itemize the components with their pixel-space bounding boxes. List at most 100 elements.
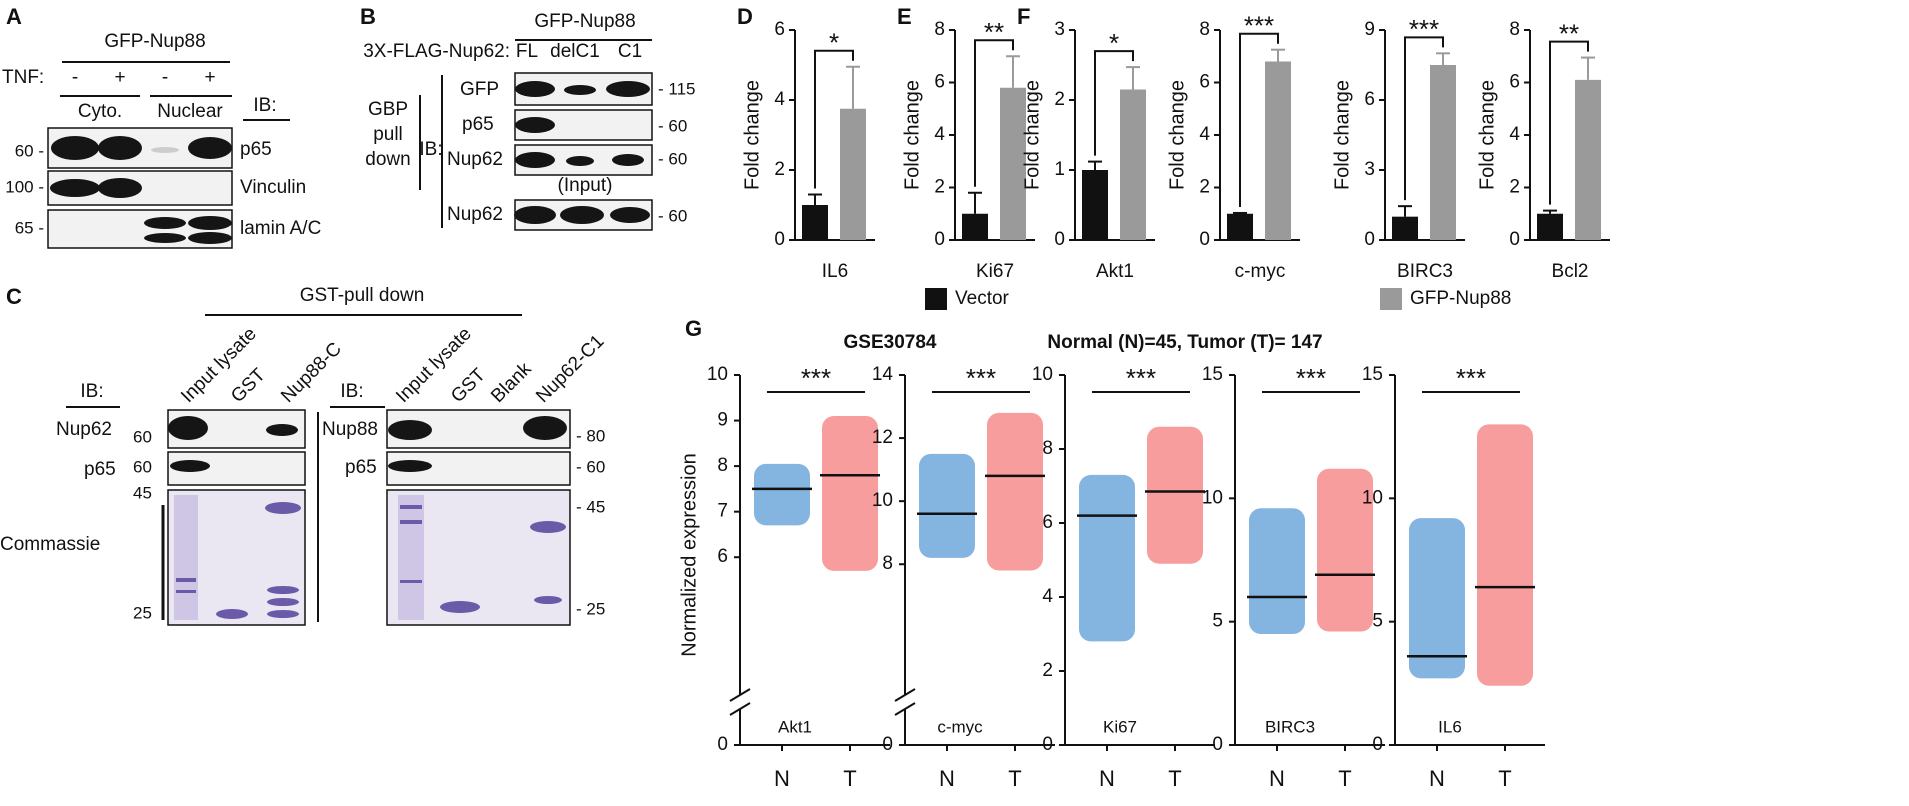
dot-spread [987, 412, 1043, 571]
y-tick-label: 0 [1509, 229, 1520, 250]
panel-a: A GFP-Nup88 TNF: - + - + Cyto. Nuclear I… [2, 4, 321, 249]
y-tick-label: 9 [717, 410, 728, 431]
band [170, 460, 210, 472]
significance-bracket [1239, 32, 1279, 207]
y-axis-label: Fold change [901, 80, 923, 190]
band [530, 521, 566, 533]
y-tick-label: 10 [1032, 364, 1053, 385]
bar [1430, 65, 1456, 240]
gel-lane [398, 495, 424, 620]
y-tick-label: 10 [1202, 487, 1223, 508]
band [267, 586, 299, 594]
ib-label: IB: [340, 381, 363, 402]
subtitle: Normal (N)=45, Tumor (T)= 147 [1047, 332, 1322, 353]
band [267, 610, 299, 618]
significance-bracket [814, 49, 854, 189]
sign: - [162, 67, 168, 88]
y-tick-label: 0 [1054, 229, 1065, 250]
bar [1575, 79, 1601, 240]
band [400, 520, 422, 524]
panel-letter: D [737, 4, 753, 29]
marker: - 80 [576, 426, 605, 445]
band [514, 206, 556, 224]
significance: *** [966, 363, 996, 393]
y-tick-label: 8 [1509, 19, 1520, 40]
band [168, 416, 208, 440]
marker: 25 [133, 603, 152, 622]
panel-letter: F [1017, 4, 1030, 29]
y-tick-label: 0 [717, 734, 728, 755]
y-axis-label: Fold change [1331, 80, 1353, 190]
ib-label: IB: [253, 95, 276, 116]
dot-spread [1079, 474, 1135, 642]
flag-label: 3X-FLAG-Nup62: [363, 41, 510, 62]
lane: GST [447, 364, 490, 407]
marker: - 60 [658, 116, 687, 135]
significance: *** [1296, 363, 1326, 393]
y-tick-label: 7 [717, 501, 728, 522]
x-tick-label: Bcl2 [1552, 261, 1589, 282]
band [440, 601, 480, 613]
band [515, 81, 555, 97]
panel-letter: C [6, 284, 22, 309]
significance-bracket [1094, 50, 1134, 156]
dot-spread [754, 463, 810, 526]
marker: - 60 [576, 457, 605, 476]
band [534, 596, 562, 604]
y-tick-label: 0 [882, 734, 893, 755]
y-tick-label: 6 [1199, 72, 1210, 93]
y-tick-label: 6 [1364, 89, 1375, 110]
dot-spread [1477, 424, 1533, 686]
panel-letter: E [897, 4, 912, 29]
x-tick-label: c-myc [1235, 261, 1286, 282]
band [265, 502, 301, 514]
y-tick-label: 3 [1054, 19, 1065, 40]
sign: + [114, 67, 125, 88]
gene-label: BIRC3 [1265, 717, 1315, 736]
band [566, 156, 594, 166]
antibody: Commassie [0, 534, 100, 555]
marker: 60 [133, 427, 152, 446]
x-tick-label: N [774, 766, 790, 791]
fraction: Cyto. [78, 101, 122, 122]
marker: - 115 [658, 79, 696, 98]
y-tick-label: 0 [934, 229, 945, 250]
construct: GFP-Nup88 [104, 31, 205, 52]
y-tick-label: 0 [1199, 229, 1210, 250]
antibody: Vinculin [240, 177, 306, 198]
significance: ** [984, 17, 1004, 47]
significance: * [829, 28, 839, 58]
pulldown-title: GST-pull down [300, 285, 425, 306]
marker: 100 - [5, 177, 44, 196]
significance: *** [801, 363, 831, 393]
bar [1265, 61, 1291, 240]
x-tick-label: N [1429, 766, 1445, 791]
y-tick-label: 4 [1199, 124, 1210, 145]
lane: Nup88-C [277, 338, 346, 407]
band [216, 609, 248, 619]
y-tick-label: 10 [872, 490, 893, 511]
y-tick-label: 5 [1372, 611, 1383, 632]
band [151, 147, 179, 153]
band [176, 590, 196, 593]
antibody: p65 [345, 457, 377, 478]
band [98, 178, 142, 198]
band [612, 154, 644, 166]
dot-spread [1249, 508, 1305, 634]
x-tick-label: Ki67 [976, 261, 1014, 282]
significance: *** [1244, 11, 1274, 41]
y-tick-label: 2 [774, 159, 785, 180]
treatment: TNF: [2, 67, 44, 88]
x-tick-label: N [1269, 766, 1285, 791]
x-tick-label: T [1338, 766, 1351, 791]
gene-label: c-myc [937, 717, 983, 736]
bar [962, 213, 988, 240]
marker: 60 [133, 457, 152, 476]
x-tick-label: IL6 [822, 261, 848, 282]
dot-spread [1409, 518, 1465, 679]
gene-label: Akt1 [778, 717, 812, 736]
significance-bracket [1404, 36, 1444, 201]
y-tick-label: 2 [1199, 177, 1210, 198]
panel-letter: G [685, 316, 702, 341]
y-tick-label: 0 [1042, 734, 1053, 755]
